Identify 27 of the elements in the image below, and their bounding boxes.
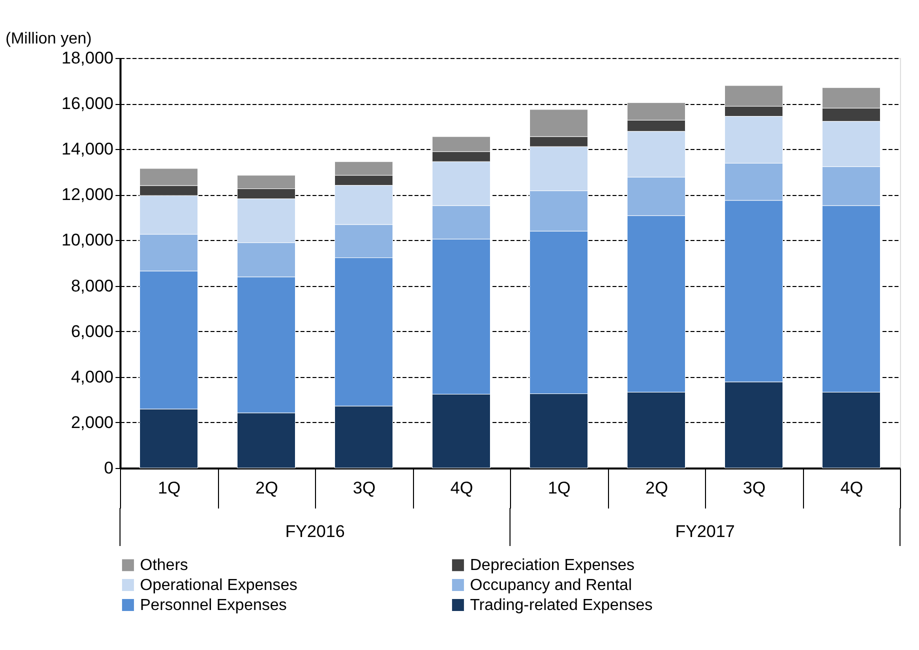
x-tick-label: 2Q [645, 478, 668, 498]
x-tick-label: 4Q [450, 478, 474, 498]
y-tick-label: 12,000 [62, 185, 114, 204]
x-tick-label: 4Q [840, 478, 864, 498]
y-tick-label: 8,000 [70, 276, 114, 296]
y-tick-label: 6,000 [70, 322, 114, 341]
legend-label: Depreciation Expenses [470, 557, 635, 574]
x-tick-label: 2Q [255, 478, 278, 498]
y-tick-label: 2,000 [70, 412, 114, 432]
x-tick-label: 3Q [742, 478, 766, 498]
text: FY2017 [675, 522, 735, 541]
y-tick-label: 18,000 [62, 48, 114, 68]
y-tick-label: 0 [104, 458, 114, 478]
legend-label: Trading-related Expenses [470, 597, 653, 614]
y-axis-title: (Million yen) [6, 30, 92, 48]
legend-label: Others [140, 557, 188, 574]
text: FY2016 [285, 522, 345, 541]
legend-label: Operational Expenses [140, 577, 298, 594]
y-tick-label: 10,000 [62, 230, 114, 250]
x-tick-label: 1Q [548, 478, 571, 498]
legend-label: Personnel Expenses [140, 597, 287, 614]
x-tick-label: 1Q [158, 478, 181, 498]
y-tick-label: 16,000 [62, 94, 114, 114]
y-tick-label: 14,000 [62, 140, 114, 159]
legend-label: Occupancy and Rental [470, 577, 632, 594]
x-tick-label: 3Q [352, 478, 376, 498]
y-tick-label: 4,000 [70, 367, 114, 386]
